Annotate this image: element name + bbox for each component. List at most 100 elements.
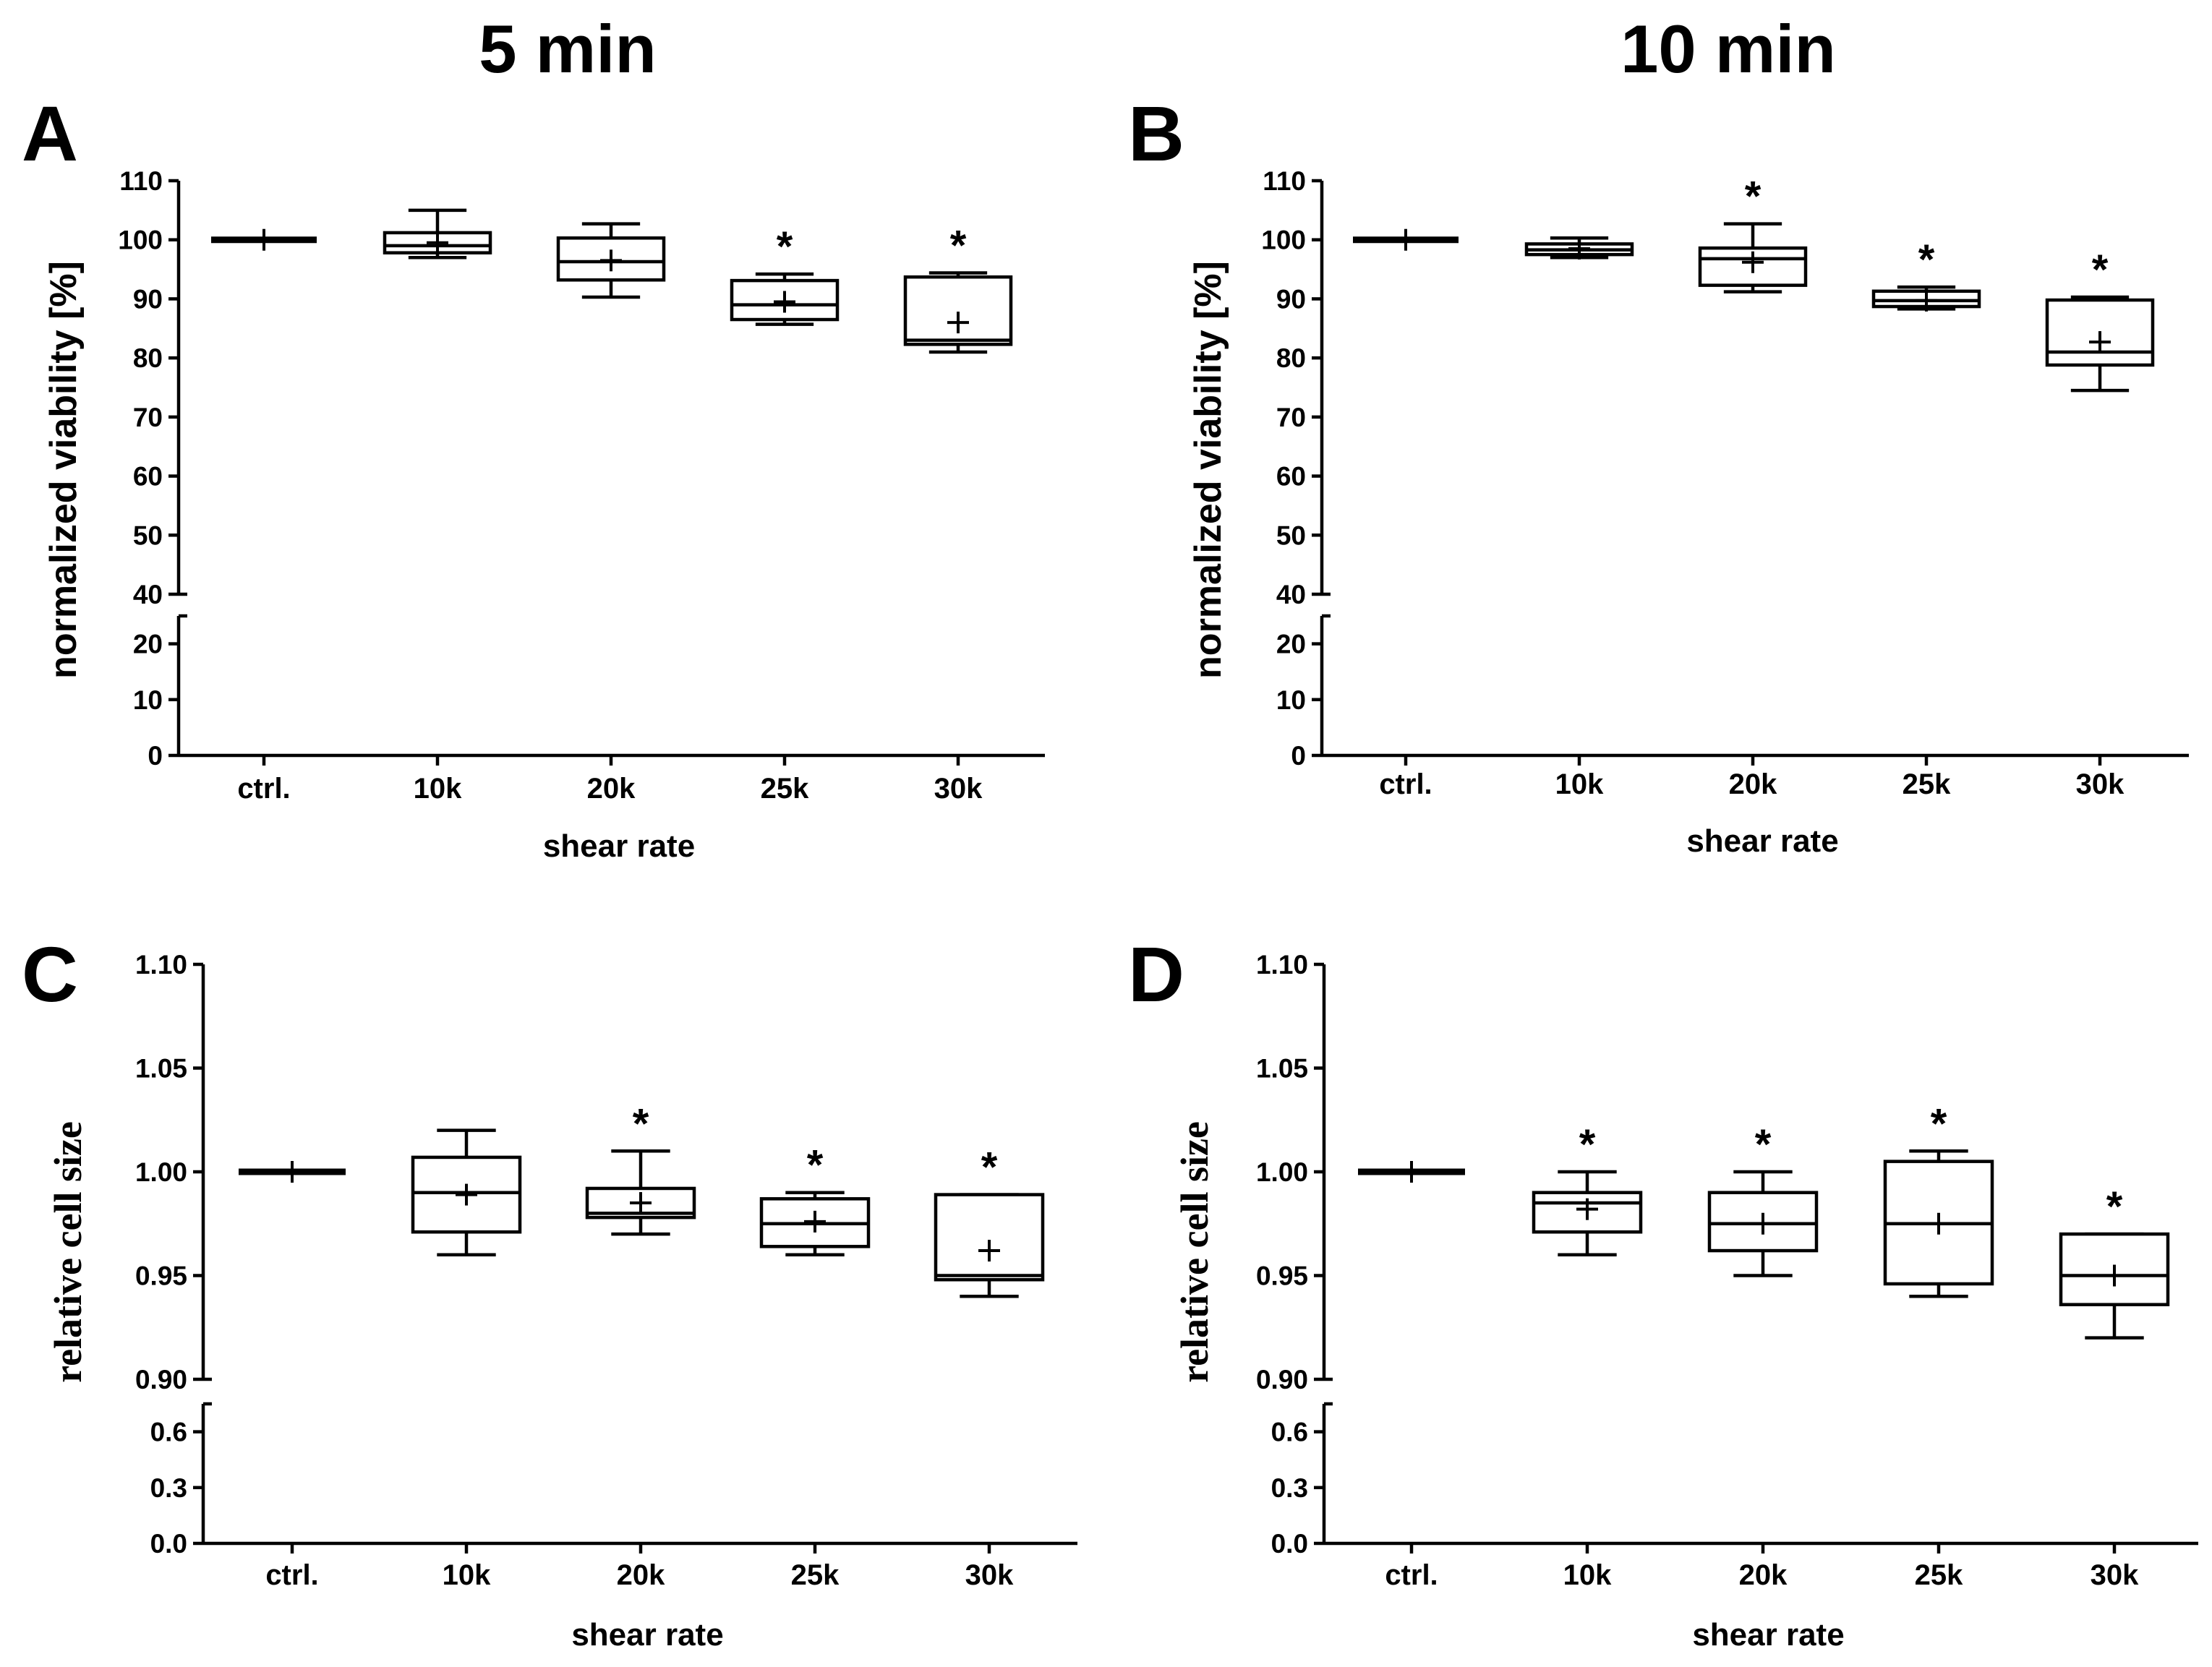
- box-25k: 25k *: [759, 1142, 871, 1591]
- panel-B: B 40 50 60 70 80 90 100 110 0 10 20 normalized viabi…: [1128, 90, 2189, 859]
- box-10k: 10k: [411, 1128, 522, 1591]
- y-tick-label: 0.0: [150, 1529, 187, 1559]
- y-tick-label: 0.6: [1271, 1418, 1308, 1447]
- x-tick-label: 30k: [965, 1559, 1014, 1591]
- significance-star: *: [1579, 1121, 1596, 1168]
- y-tick-label: 70: [133, 403, 163, 432]
- y-tick-label: 10: [1276, 685, 1306, 715]
- y-tick-label: 70: [1276, 403, 1306, 432]
- y-tick-label: 0.0: [1271, 1529, 1308, 1559]
- significance-star: *: [1918, 236, 1935, 283]
- x-tick-label: 20k: [1739, 1559, 1788, 1591]
- y-tick-label: 100: [1261, 226, 1306, 255]
- y-tick-label: 60: [133, 462, 163, 492]
- box-30k: 30k *: [934, 1144, 1045, 1591]
- box-10k: 10k: [383, 208, 492, 805]
- significance-star: *: [807, 1142, 824, 1189]
- box-20k: 20k *: [1707, 1121, 1819, 1591]
- significance-star: *: [950, 222, 967, 269]
- x-tick-label: 10k: [1563, 1559, 1612, 1591]
- box-10k: 10k *: [1532, 1121, 1643, 1591]
- box-20k: 20k *: [1698, 173, 1808, 800]
- box-ctrl.: ctrl.: [1353, 228, 1459, 800]
- y-tick-label: 10: [133, 685, 163, 715]
- y-tick-label: 90: [133, 284, 163, 314]
- box-25k: 25k *: [1871, 236, 1981, 800]
- y-tick-label: 1.00: [135, 1157, 187, 1187]
- y-tick-label: 60: [1276, 462, 1306, 492]
- x-tick-label: 30k: [2091, 1559, 2139, 1591]
- x-tick-label: 25k: [761, 773, 809, 805]
- x-axis-label: shear rate: [1686, 823, 1838, 859]
- x-axis-label: shear rate: [1692, 1617, 1844, 1653]
- box-ctrl.: ctrl.: [211, 228, 317, 805]
- y-tick-label: 0.6: [150, 1418, 187, 1447]
- significance-star: *: [981, 1144, 998, 1191]
- significance-star: *: [1931, 1100, 1947, 1147]
- y-tick-label: 1.00: [1256, 1157, 1308, 1187]
- x-tick-label: 20k: [587, 773, 636, 805]
- x-axis-label: shear rate: [571, 1617, 723, 1653]
- x-tick-label: ctrl.: [1379, 768, 1432, 800]
- x-axis-label: shear rate: [543, 828, 695, 864]
- y-tick-label: 50: [133, 520, 163, 550]
- y-tick-label: 0.90: [1256, 1365, 1308, 1394]
- y-tick-label: 80: [133, 343, 163, 373]
- y-tick-label: 20: [133, 630, 163, 659]
- box-25k: 25k *: [1883, 1100, 1994, 1591]
- y-tick-label: 20: [1276, 630, 1306, 659]
- y-tick-label: 1.05: [1256, 1054, 1308, 1084]
- y-tick-label: 0.95: [135, 1261, 187, 1291]
- box-10k: 10k: [1524, 236, 1634, 800]
- panel-A: A 40 50 60 70 80 90 100 110 0 10 20 normalized viabi…: [22, 90, 1045, 864]
- y-axis-label: normalized viability [%]: [43, 261, 85, 679]
- box-ctrl.: ctrl.: [239, 1161, 346, 1591]
- box-ctrl.: ctrl.: [1358, 1161, 1465, 1591]
- y-tick-label: 0.3: [1271, 1473, 1308, 1503]
- box-30k: 30k *: [903, 222, 1013, 805]
- x-tick-label: 10k: [414, 773, 462, 805]
- box-20k: 20k *: [585, 1100, 696, 1591]
- y-tick-label: 110: [119, 166, 163, 196]
- y-tick-label: 100: [118, 226, 163, 255]
- x-tick-label: ctrl.: [265, 1559, 318, 1591]
- y-tick-label: 0: [148, 741, 163, 771]
- panel-label: D: [1128, 930, 1184, 1018]
- x-tick-label: 25k: [1903, 768, 1951, 800]
- y-tick-label: 0.3: [150, 1473, 187, 1503]
- y-tick-label: 0: [1291, 741, 1306, 771]
- significance-star: *: [777, 223, 793, 270]
- y-tick-label: 40: [133, 580, 163, 609]
- y-tick-label: 0.95: [1256, 1261, 1308, 1291]
- significance-star: *: [2092, 247, 2109, 293]
- box-20k: 20k: [556, 222, 666, 805]
- box-30k: 30k *: [2059, 1183, 2170, 1591]
- x-tick-label: 25k: [1915, 1559, 1963, 1591]
- box-iqr: [903, 275, 1013, 346]
- box-iqr: [934, 1193, 1045, 1282]
- y-tick-label: 0.90: [135, 1365, 187, 1394]
- column-title-5min: 5 min: [479, 11, 657, 87]
- y-axis-label: relative cell size: [1173, 1121, 1216, 1383]
- x-tick-label: 20k: [1729, 768, 1777, 800]
- y-axis-label: normalized viability [%]: [1187, 261, 1229, 679]
- y-tick-label: 1.10: [1256, 950, 1308, 980]
- y-tick-label: 90: [1276, 284, 1306, 314]
- significance-star: *: [633, 1100, 649, 1147]
- x-tick-label: 10k: [443, 1559, 491, 1591]
- y-tick-label: 80: [1276, 343, 1306, 373]
- panel-label: C: [22, 930, 78, 1018]
- panel-label: A: [22, 90, 78, 177]
- y-tick-label: 50: [1276, 520, 1306, 550]
- x-tick-label: ctrl.: [237, 773, 290, 805]
- x-tick-label: 10k: [1555, 768, 1604, 800]
- y-tick-label: 110: [1263, 166, 1306, 196]
- x-tick-label: 30k: [2076, 768, 2125, 800]
- significance-star: *: [1745, 173, 1762, 220]
- box-30k: 30k *: [2045, 247, 2155, 800]
- significance-star: *: [1755, 1121, 1772, 1168]
- x-tick-label: 30k: [934, 773, 983, 805]
- panel-label: B: [1128, 90, 1184, 177]
